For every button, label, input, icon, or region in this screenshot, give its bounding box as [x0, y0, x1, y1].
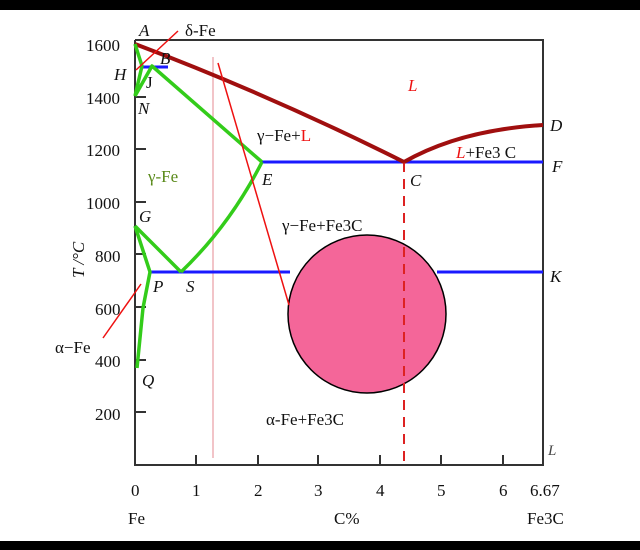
- alpha-fe-pointer: [102, 283, 142, 339]
- alloy-pointer: [217, 62, 290, 306]
- point-label-B: B: [160, 49, 171, 68]
- region-gamma-fe-cementite: γ−Fe+Fe3C: [281, 216, 363, 235]
- region-alpha-fe: α−Fe: [55, 338, 91, 357]
- x-tick-label: 2: [254, 481, 263, 500]
- x-tick-label: 1: [192, 481, 201, 500]
- top-border: [0, 0, 640, 10]
- point-label-G: G: [139, 207, 151, 226]
- region-gamma-fe-liquid: γ−Fe+L: [256, 126, 311, 145]
- y-tick-label: 1400: [86, 89, 120, 108]
- x-axis-label: C%: [334, 509, 360, 528]
- region-liquid: L: [407, 76, 417, 95]
- point-label-S: S: [186, 277, 195, 296]
- y-tick-label: 1200: [86, 141, 120, 160]
- point-label-C: C: [410, 171, 422, 190]
- x-tick-label: 0: [131, 481, 140, 500]
- highlight-circle: [287, 234, 447, 394]
- point-label-N: N: [137, 99, 151, 118]
- region-alpha-fe-cementite: α-Fe+Fe3C: [266, 410, 344, 429]
- y-tick-label: 400: [95, 352, 121, 371]
- point-label-A: A: [138, 21, 150, 40]
- bottom-border: [0, 541, 640, 550]
- x-tick-label: 6.67: [530, 481, 560, 500]
- x-tick-label: 5: [437, 481, 446, 500]
- point-label-P: P: [152, 277, 163, 296]
- x-tick-marks: [195, 455, 504, 465]
- region-liquid-cementite: L+Fe3 C: [455, 143, 516, 162]
- phase-boundaries: [133, 43, 264, 369]
- point-label-F: F: [551, 157, 563, 176]
- x-tick-label: 6: [499, 481, 508, 500]
- plot-frame: [134, 39, 544, 466]
- region-gamma-fe: γ-Fe: [147, 167, 178, 186]
- y-tick-label: 1600: [86, 36, 120, 55]
- point-label-K: K: [549, 267, 563, 286]
- x-left-component: Fe: [128, 509, 145, 528]
- x-tick-label: 3: [314, 481, 323, 500]
- x-tick-label: 4: [376, 481, 385, 500]
- delta-fe-pointer: [135, 30, 179, 71]
- point-label-J: J: [146, 73, 153, 92]
- point-label-D: D: [549, 116, 563, 135]
- point-label-E: E: [261, 170, 273, 189]
- point-label-H: H: [113, 65, 128, 84]
- point-label-L: L: [547, 443, 556, 459]
- y-tick-label: 600: [95, 300, 121, 319]
- y-tick-label: 1000: [86, 194, 120, 213]
- region-delta-fe: δ-Fe: [185, 21, 216, 40]
- liquidus-ABC: [134, 42, 405, 164]
- x-right-component: Fe3C: [527, 509, 564, 528]
- y-tick-label: 200: [95, 405, 121, 424]
- y-axis-label: T /°C: [69, 241, 88, 278]
- y-tick-label: 800: [95, 247, 121, 266]
- point-label-Q: Q: [142, 371, 154, 390]
- liquidus-CD: [403, 123, 544, 164]
